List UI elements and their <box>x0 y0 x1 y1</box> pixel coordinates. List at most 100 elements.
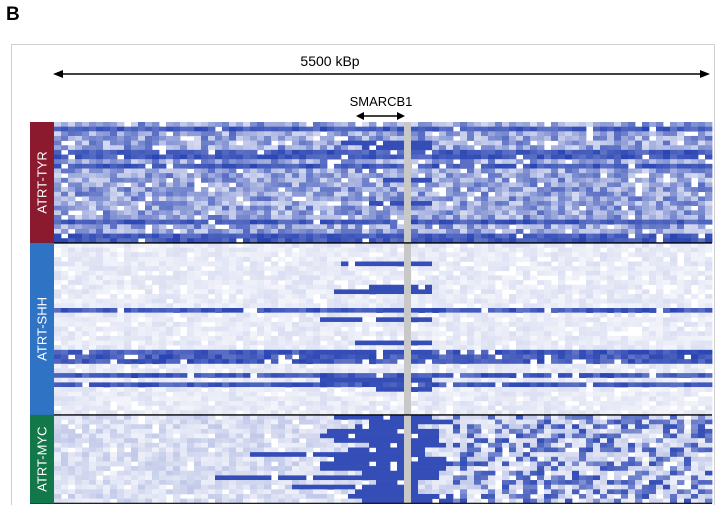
heatmap-cell <box>166 126 174 132</box>
heatmap-cell <box>397 349 405 355</box>
heatmap-cell <box>621 256 629 262</box>
heatmap-cell <box>222 149 230 155</box>
heatmap-cell <box>663 382 671 388</box>
heatmap-cell <box>390 294 398 299</box>
heatmap-cell <box>299 168 307 174</box>
heatmap-cell <box>495 368 503 374</box>
heatmap-cell <box>691 261 699 267</box>
heatmap-cell <box>607 349 615 355</box>
heatmap-cell <box>89 131 97 137</box>
heatmap-cell <box>201 140 209 146</box>
heatmap-cell <box>166 182 174 188</box>
heatmap-cell <box>313 308 321 313</box>
heatmap-cell <box>593 159 601 165</box>
heatmap-cell <box>446 298 454 304</box>
heatmap-cell <box>145 368 153 374</box>
heatmap-cell <box>54 377 62 383</box>
heatmap-cell <box>530 252 538 258</box>
heatmap-cell <box>572 382 580 388</box>
heatmap-cell <box>180 387 188 392</box>
heatmap-cell <box>271 321 279 327</box>
heatmap-cell <box>579 289 587 295</box>
heatmap-cell <box>96 135 104 141</box>
heatmap-cell <box>348 187 356 193</box>
heatmap-cell <box>327 326 335 332</box>
heatmap-cell <box>642 308 650 313</box>
heatmap-cell <box>642 140 650 146</box>
heatmap-cell <box>243 154 251 160</box>
heatmap-cell <box>558 321 566 327</box>
heatmap-cell <box>551 284 559 290</box>
heatmap-cell <box>257 126 265 132</box>
heatmap-cell <box>425 210 433 216</box>
heatmap-cell <box>299 131 307 137</box>
heatmap-cell <box>355 228 363 234</box>
heatmap-cell <box>369 219 377 225</box>
heatmap-cell <box>684 382 692 388</box>
heatmap-cell <box>453 140 461 146</box>
heatmap-cell <box>264 303 272 309</box>
heatmap-cell <box>579 187 587 193</box>
heatmap-cell <box>138 145 146 151</box>
heatmap-cell <box>635 163 643 169</box>
heatmap-cell <box>621 233 629 239</box>
heatmap-cell <box>271 154 279 160</box>
heatmap-cell <box>607 247 615 253</box>
heatmap-cell <box>677 303 685 309</box>
heatmap-cell <box>201 163 209 169</box>
heatmap-cell <box>173 126 181 132</box>
heatmap-cell <box>628 154 636 160</box>
heatmap-cell <box>117 354 125 360</box>
heatmap-cell <box>418 354 426 360</box>
heatmap-cell <box>558 168 566 174</box>
heatmap-cell <box>159 177 167 183</box>
heatmap-cell <box>544 238 552 244</box>
heatmap-cell <box>481 335 489 341</box>
heatmap-cell <box>411 145 419 151</box>
heatmap-cell <box>474 173 482 179</box>
heatmap-cell <box>579 238 587 244</box>
heatmap-cell <box>460 196 468 202</box>
heatmap-cell <box>537 335 545 341</box>
heatmap-cell <box>663 182 671 188</box>
heatmap-cell <box>54 298 62 304</box>
heatmap-cell <box>271 219 279 225</box>
heatmap-cell <box>180 321 188 327</box>
heatmap-cell <box>131 391 139 397</box>
heatmap-cell <box>425 228 433 234</box>
heatmap-cell <box>68 359 76 365</box>
heatmap-cell <box>271 233 279 239</box>
heatmap-cell <box>600 131 608 137</box>
heatmap-cell <box>418 303 426 309</box>
heatmap-cell <box>201 154 209 160</box>
heatmap-cell <box>285 280 293 286</box>
heatmap-cell <box>474 308 482 313</box>
heatmap-cell <box>250 126 258 132</box>
heatmap-cell <box>159 215 167 220</box>
heatmap-cell <box>82 205 90 211</box>
heatmap-cell <box>201 177 209 183</box>
heatmap-cell <box>509 349 517 355</box>
heatmap-cell <box>649 177 657 183</box>
heatmap-cell <box>446 284 454 290</box>
heatmap-cell <box>537 159 545 165</box>
heatmap-cell <box>397 252 405 258</box>
heatmap-cell <box>257 187 265 193</box>
heatmap-cell <box>446 131 454 137</box>
heatmap-cell <box>61 159 69 165</box>
heatmap-cell <box>586 177 594 183</box>
heatmap-cell <box>348 266 356 272</box>
annotation-arrows: 5500 kBp SMARCB1 <box>53 53 710 120</box>
heatmap-cell <box>138 354 146 360</box>
heatmap-cell <box>425 275 433 281</box>
heatmap-cell <box>628 280 636 286</box>
heatmap-cell <box>194 210 202 216</box>
heatmap-cell <box>656 224 664 230</box>
heatmap-cell <box>474 219 482 225</box>
heatmap-cell <box>299 163 307 169</box>
heatmap-cell <box>68 191 76 197</box>
heatmap-cell <box>502 224 510 230</box>
heatmap-cell <box>159 280 167 286</box>
heatmap-cell <box>327 363 335 369</box>
heatmap-cell <box>488 303 496 309</box>
